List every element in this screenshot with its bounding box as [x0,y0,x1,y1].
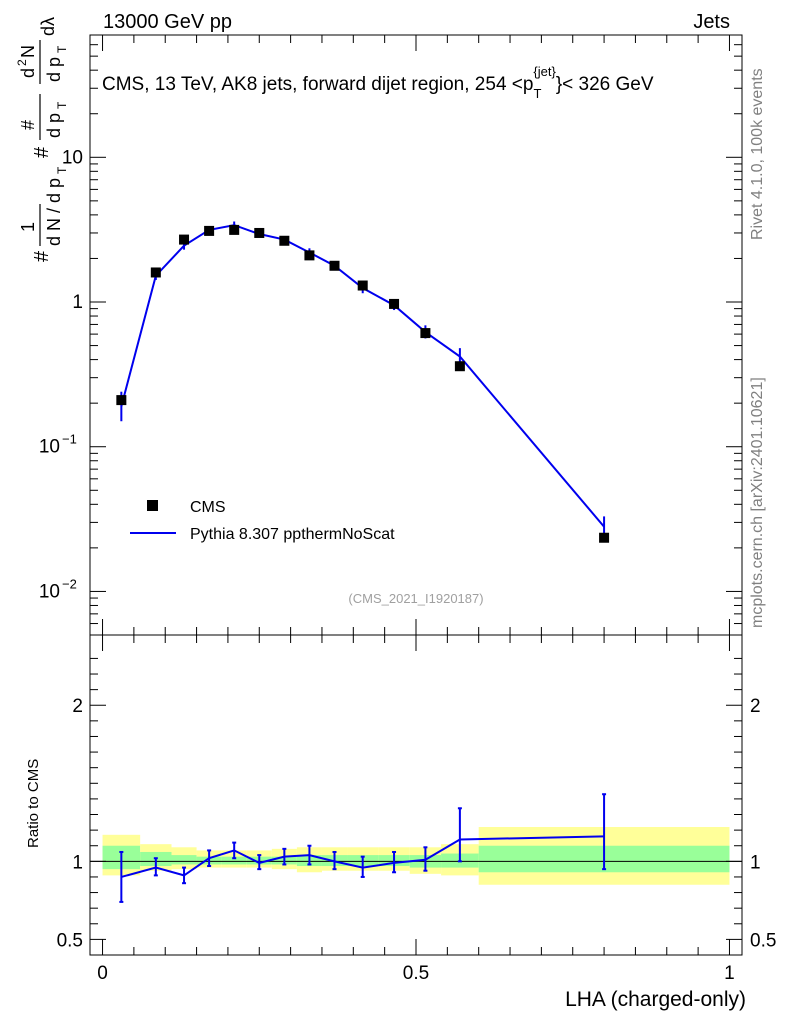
svg-text:T: T [55,166,69,174]
legend: CMS Pythia 8.307 ppthermNoScat [130,499,395,543]
cms-point [204,225,215,236]
pythia-series-main [120,221,606,540]
ratio-ticks [90,635,742,955]
y-tick-label-left: 1 [72,852,83,873]
main-ticks [90,34,742,636]
y-tick-label: 10 [39,581,60,602]
cms-point [329,260,340,271]
svg-text:T: T [55,45,69,53]
mcplots-label: mcplots.cern.ch [arXiv:2401.10621] [749,377,766,628]
cms-point [116,395,127,406]
green-band [221,856,247,865]
svg-text:2: 2 [15,59,29,66]
cms-point [254,227,265,238]
svg-text:d p: d p [44,57,64,82]
cms-point [229,224,240,235]
legend-cms-label: CMS [190,499,226,516]
ratio-line [121,835,605,878]
header-left: 13000 GeV pp [103,11,232,33]
pythia-line [120,224,605,528]
svg-text:1: 1 [18,222,38,232]
x-tick-label: 0 [97,963,108,984]
y-tick-label: 10 [62,147,83,168]
ratio-panel: 2 21 10.5 0.5 0 0.5 1 Ratio to CMS LHA (charg… [25,634,777,1011]
x-tick-label: 0.5 [403,963,429,984]
cms-point [279,235,290,246]
ratio-uncertainty-bands [102,827,730,885]
y-tick-label: 10 [39,437,60,458]
main-title: CMS, 13 TeV, AK8 jets, forward dijet reg… [102,64,654,101]
legend-pythia-label: Pythia 8.307 ppthermNoScat [190,526,395,543]
watermark: (CMS_2021_I1920187) [348,591,483,606]
ratio-frame [89,634,743,956]
svg-text:#: # [31,250,53,262]
x-tick-label: 1 [724,963,735,984]
y-tick-label: 1 [72,292,83,313]
ratio-y-tick-labels: 2 2 1 1 0.5 0.5 [57,696,777,951]
cms-point [454,361,465,372]
rivet-label: Rivet 4.1.0, 100k events [749,68,766,240]
y-tick-exponent: −2 [62,576,77,591]
svg-text:d N / d p: d N / d p [44,178,64,246]
svg-text:d p: d p [44,113,64,138]
main-frame [89,34,743,636]
svg-text:#: # [31,146,53,158]
green-band [171,855,197,865]
y-tick-label-right: 1 [750,852,761,873]
cms-series-main [116,224,610,543]
cms-point [304,250,315,261]
cms-point [420,328,431,339]
y-tick-label-right: 0.5 [750,930,776,951]
x-axis-label: LHA (charged-only) [565,988,746,1011]
cms-point [150,267,161,278]
cms-point [389,298,400,309]
y-tick-exponent: −1 [62,432,77,447]
main-y-axis-label: # 1 d N / d p T # # d p T d 2 N d p T dλ [15,17,69,262]
cms-point [179,234,190,245]
pythia-series-ratio [119,793,607,903]
legend-cms-marker [147,500,158,511]
x-tick-labels: 0 0.5 1 [97,963,735,984]
svg-text:T: T [55,101,69,109]
header-right: Jets [693,11,730,33]
y-tick-label-left: 0.5 [57,930,83,951]
y-tick-label-left: 2 [72,696,83,717]
svg-text:N: N [18,45,38,58]
svg-text:#: # [18,120,38,130]
svg-text:dλ: dλ [38,17,58,36]
ratio-y-axis-label: Ratio to CMS [25,759,42,848]
svg-text:d: d [18,68,38,78]
y-tick-label-right: 2 [750,696,761,717]
cms-point [599,532,610,543]
cms-point [357,280,368,291]
